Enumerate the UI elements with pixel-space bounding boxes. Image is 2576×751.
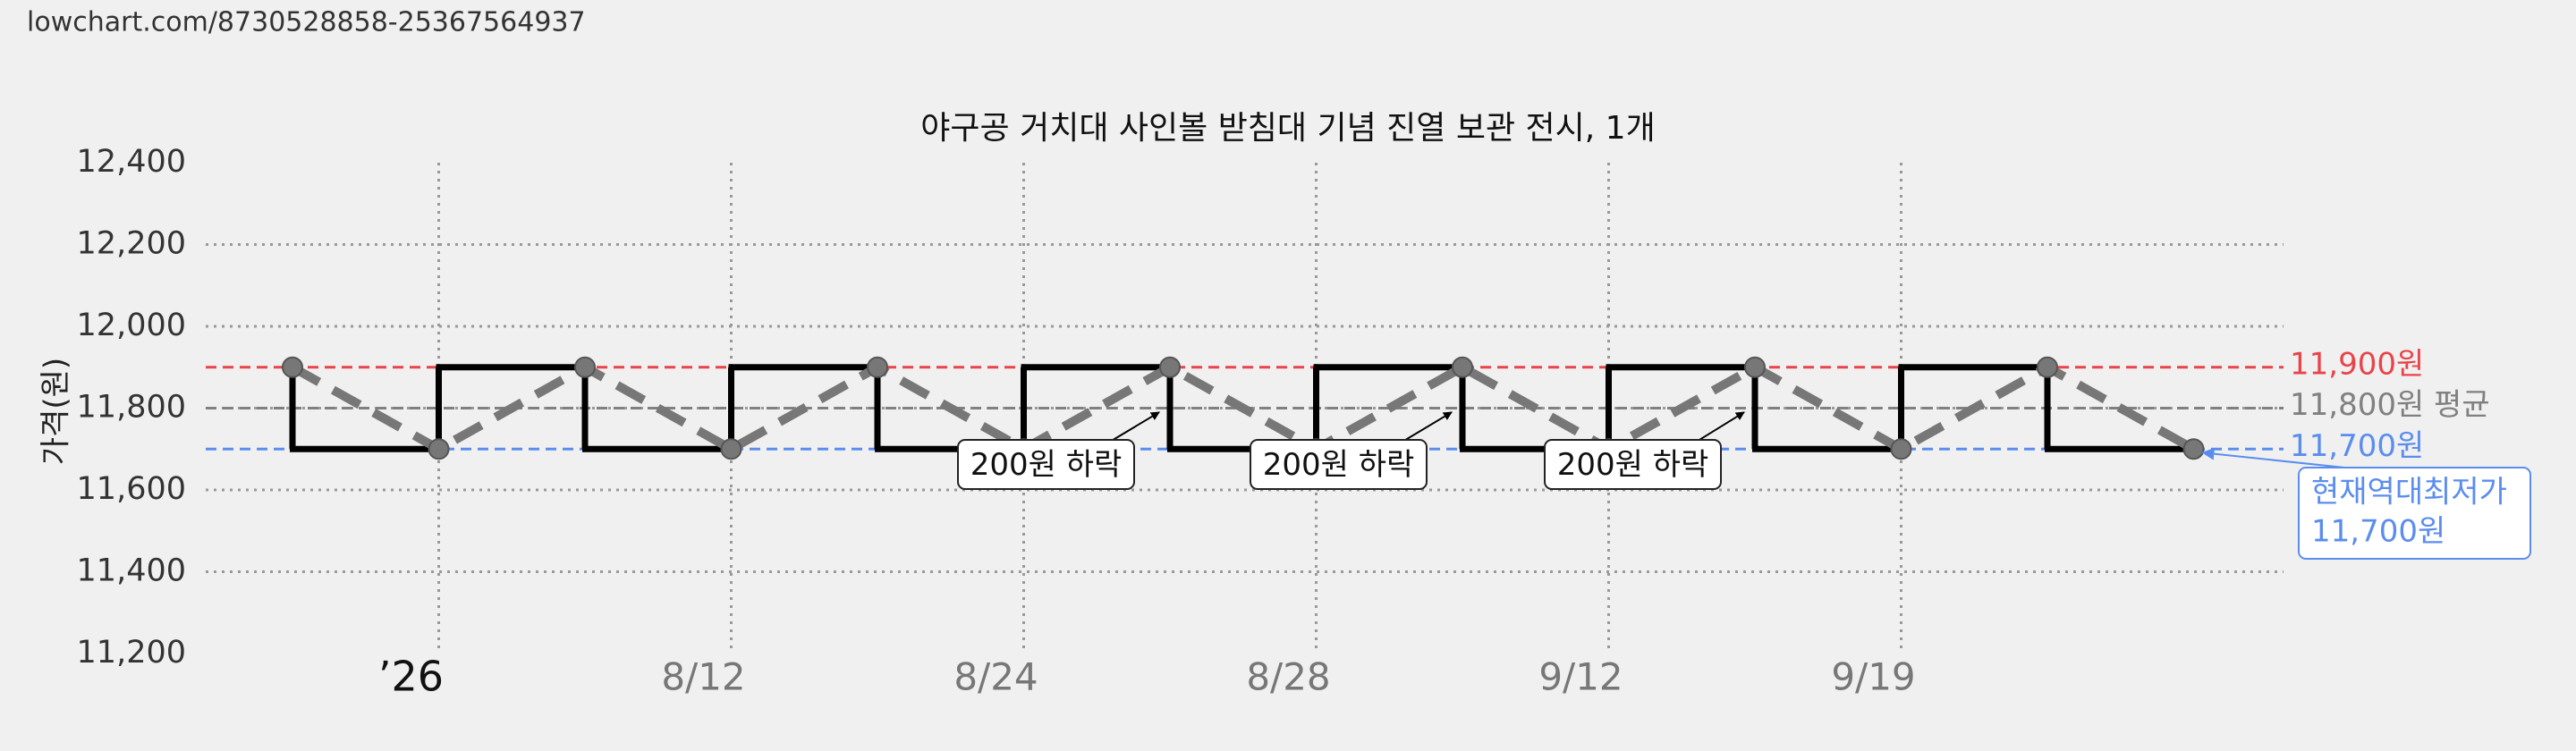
annotation-box	[1250, 439, 1428, 490]
price-point	[2037, 356, 2058, 378]
price-point	[1890, 438, 1912, 460]
annotation-text: 200원 하락	[1557, 447, 1709, 483]
x-tick-label: 8/12	[661, 655, 745, 699]
chart-title: 야구공 거치대 사인볼 받침대 기념 진열 보관 전시, 1개	[920, 110, 1655, 147]
x-tick-label: 8/28	[1246, 655, 1330, 699]
price-point	[1452, 356, 1473, 378]
price-point	[2182, 438, 2205, 460]
low-arrow	[2201, 447, 2362, 470]
x-tick-label: ’26	[378, 653, 444, 701]
low-value: 11,700원	[2311, 514, 2445, 550]
price-line	[290, 362, 2196, 454]
annotation-text: 200원 하락	[970, 447, 1123, 483]
y-tick-label: 12,400	[77, 144, 186, 180]
x-tick-label: 9/12	[1538, 655, 1623, 699]
y-axis-label: 가격(원)	[38, 358, 74, 465]
reference-label: 11,800원 평균	[2290, 387, 2490, 423]
y-tick-label: 11,600	[77, 471, 186, 507]
price-point	[574, 356, 596, 378]
price-point	[1744, 356, 1766, 378]
annotation-box	[957, 439, 1135, 490]
url: lowchart.com/8730528858-25367564937	[27, 7, 586, 38]
y-tick-label: 12,000	[77, 308, 186, 343]
y-tick-label: 11,800	[77, 390, 186, 426]
price-point	[428, 438, 450, 460]
annotation-box	[1544, 439, 1722, 490]
price-point	[282, 356, 303, 378]
price-point	[720, 438, 742, 460]
price-point	[867, 356, 888, 378]
y-tick-label: 12,200	[77, 226, 186, 262]
reference-label: 11,900원	[2290, 346, 2424, 382]
price-point	[1159, 356, 1181, 378]
low-label: 현재역대최저가	[2311, 475, 2507, 511]
x-tick-label: 8/24	[953, 655, 1038, 699]
low-box	[2298, 467, 2531, 560]
reference-label: 11,700원	[2290, 428, 2424, 464]
x-tick-label: 9/19	[1831, 655, 1915, 699]
annotation-text: 200원 하락	[1263, 447, 1415, 483]
y-tick-label: 11,400	[77, 553, 186, 589]
y-tick-label: 11,200	[77, 635, 186, 671]
